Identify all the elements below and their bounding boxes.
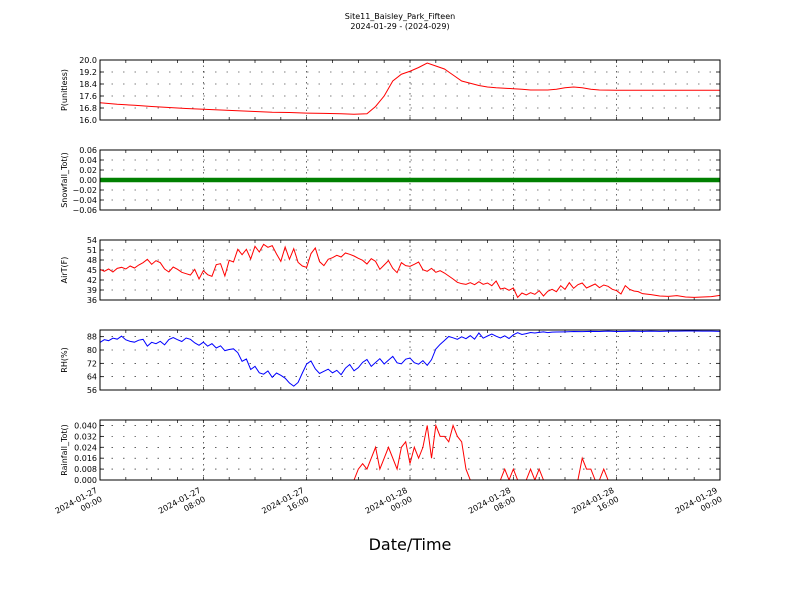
- y-tick-label: 0.02: [79, 166, 97, 175]
- y-tick-label: 51: [87, 246, 97, 255]
- y-tick-label: 20.0: [79, 56, 97, 65]
- y-axis-label: Snowfall_Tot(): [60, 152, 69, 208]
- y-tick-label: 16.8: [79, 104, 97, 113]
- y-tick-label: −0.04: [72, 196, 97, 205]
- y-tick-label: −0.06: [72, 206, 97, 215]
- panels-layer: 20.019.218.417.616.816.0P(unitless)0.060…: [60, 56, 721, 485]
- y-tick-label: 17.6: [79, 92, 97, 101]
- y-tick-label: 64: [87, 373, 97, 382]
- y-axis-label: AirT(F): [60, 257, 69, 284]
- y-tick-label: 0.040: [74, 421, 97, 430]
- panel-4: 88 80 72 64 56 RH(%): [60, 329, 721, 395]
- y-axis-label: P(unitless): [60, 69, 69, 111]
- y-tick-label: 48: [87, 256, 97, 265]
- y-tick-label: 0.008: [74, 465, 97, 474]
- chart-subtitle: 2024-01-29 - (2024-029): [350, 22, 449, 31]
- y-tick-label: 45: [87, 266, 97, 275]
- y-tick-label: 0.000: [74, 476, 97, 485]
- series-line: [100, 423, 720, 480]
- y-tick-label: 0.024: [74, 443, 97, 452]
- y-tick-label: 54: [87, 236, 97, 245]
- y-tick-label: 0.04: [79, 156, 97, 165]
- chart-title: Site11_Baisley_Park_Fifteen: [345, 12, 455, 21]
- panel-frame: [99, 149, 721, 211]
- series-line: [100, 243, 720, 299]
- y-tick-label: 18.4: [79, 80, 97, 89]
- y-tick-label: 36: [87, 296, 97, 305]
- y-tick-label: 42: [87, 276, 97, 285]
- y-tick-label: 0.032: [74, 432, 97, 441]
- y-axis-label: RH(%): [60, 347, 69, 372]
- y-tick-label: 88: [87, 333, 97, 342]
- panel-frame: [99, 239, 721, 301]
- y-tick-label: 39: [87, 286, 97, 295]
- panel-5: 0.040 0.032 0.024 0.016 0.008 0.000 Rainfall_T…: [60, 419, 721, 485]
- y-tick-label: 0.00: [79, 176, 97, 185]
- series-line: [100, 330, 720, 387]
- panel-2: 0.060.040.020.00−0.02−0.04−0.06Snowfall_…: [60, 146, 721, 215]
- y-tick-label: 19.2: [79, 68, 97, 77]
- panel-frame: [99, 59, 721, 121]
- panel-frame: [99, 329, 721, 391]
- y-axis-label: Rainfall_Tot(): [60, 424, 69, 476]
- y-tick-label: 0.016: [74, 454, 97, 463]
- y-tick-label: 56: [87, 386, 97, 395]
- series-line: [100, 62, 720, 115]
- y-tick-label: 72: [87, 359, 97, 368]
- y-tick-label: 16.0: [79, 116, 97, 125]
- panel-1: 20.0 19.2 18.4 17.6 16.8 16.0 P(unitless): [60, 56, 721, 125]
- panel-frame: [99, 419, 721, 481]
- x-axis-title: Date/Time: [369, 535, 452, 554]
- y-tick-label: 80: [87, 346, 97, 355]
- y-tick-label: −0.02: [72, 186, 97, 195]
- y-tick-label: 0.06: [79, 146, 97, 155]
